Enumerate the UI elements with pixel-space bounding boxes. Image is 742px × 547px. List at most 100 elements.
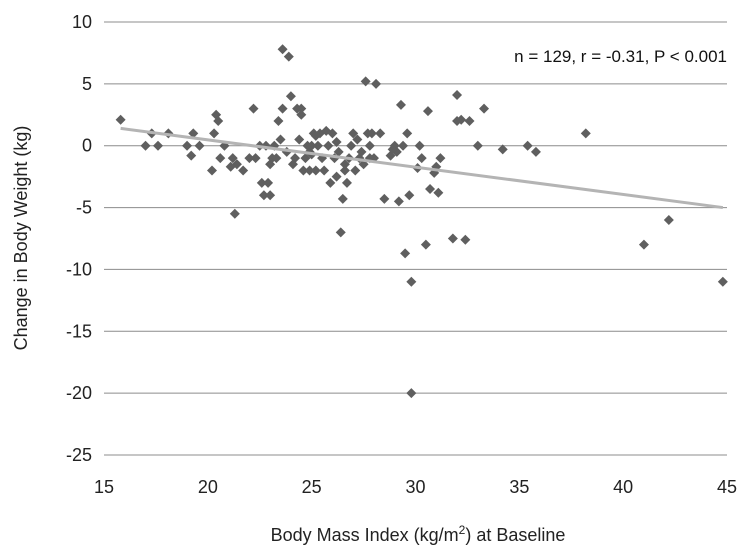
data-point [364,140,375,151]
y-tick-label: 5 [82,74,92,94]
data-point [231,159,242,170]
data-point [356,146,367,157]
data-point [273,115,284,126]
data-point [285,91,296,102]
data-point [530,146,541,157]
data-point [265,190,276,201]
data-point [335,227,346,238]
data-point [447,233,458,244]
y-tick-label: 0 [82,136,92,156]
x-axis-title: Body Mass Index (kg/m2) at Baseline [271,523,566,545]
data-point [375,128,386,139]
data-point [256,177,267,188]
stats-annotation: n = 129, r = -0.31, P < 0.001 [514,47,727,66]
data-point [522,140,533,151]
data-point [406,276,417,287]
data-point [227,153,238,164]
x-tick-label: 45 [717,477,737,497]
data-point [327,128,338,139]
x-tick-labels: 15 20 25 30 35 40 45 [94,477,737,497]
y-tick-label: -25 [66,445,92,465]
data-point [290,153,301,164]
trendline [120,126,724,210]
y-tick-labels: 10 5 0 -5 -10 -15 -20 -25 [66,12,92,465]
data-point [360,76,371,87]
data-point [404,190,415,201]
data-point [244,153,255,164]
data-point [333,146,344,157]
data-point [479,103,490,114]
data-point [115,114,126,125]
data-point [182,140,193,151]
data-point [304,165,315,176]
data-point [306,140,317,151]
data-point [258,190,269,201]
y-axis-title: Change in Body Weight (kg) [11,126,31,351]
data-point [638,239,649,250]
data-point [263,177,274,188]
data-point [325,177,336,188]
data-point [283,51,294,62]
data-point [310,165,321,176]
data-point [310,130,321,141]
data-point [393,196,404,207]
data-point [339,159,350,170]
data-points [115,44,728,399]
data-point [460,234,471,245]
data-point [341,177,352,188]
gridlines [104,21,727,394]
data-point [213,115,224,126]
data-point [186,150,197,161]
data-point [472,140,483,151]
data-point [296,109,307,120]
y-tick-label: -20 [66,383,92,403]
data-point [580,128,591,139]
data-point [435,153,446,164]
x-tick-label: 40 [613,477,633,497]
data-point [395,99,406,110]
data-point [452,89,463,100]
data-point [406,388,417,399]
data-point [250,153,261,164]
y-tick-label: -15 [66,321,92,341]
data-point [271,153,282,164]
data-point [296,103,307,114]
data-point [140,140,151,151]
data-point [194,140,205,151]
x-axis-title-main: Body Mass Index (kg/m [271,525,459,545]
data-point [387,144,398,155]
x-axis-title-suffix: ) at Baseline [465,525,565,545]
x-tick-label: 25 [302,477,322,497]
data-point [366,128,377,139]
data-point [379,193,390,204]
data-point [348,128,359,139]
data-point [420,239,431,250]
data-point [209,128,220,139]
data-point [402,128,413,139]
y-tick-label: -5 [76,198,92,218]
data-point [400,248,411,259]
data-point [277,103,288,114]
data-point [275,134,286,145]
data-point [663,214,674,225]
x-tick-label: 30 [405,477,425,497]
data-point [339,165,350,176]
data-point [298,165,309,176]
data-point [323,140,334,151]
data-point [350,165,361,176]
data-point [238,165,249,176]
data-point [497,144,508,155]
data-point [456,114,467,125]
data-point [416,153,427,164]
data-point [717,276,728,287]
data-point [433,187,444,198]
y-tick-label: 10 [72,12,92,32]
data-point [398,140,409,151]
data-point [294,134,305,145]
data-point [425,184,436,195]
data-point [346,140,357,151]
data-point [152,140,163,151]
data-point [312,140,323,151]
data-point [371,78,382,89]
data-point [215,153,226,164]
